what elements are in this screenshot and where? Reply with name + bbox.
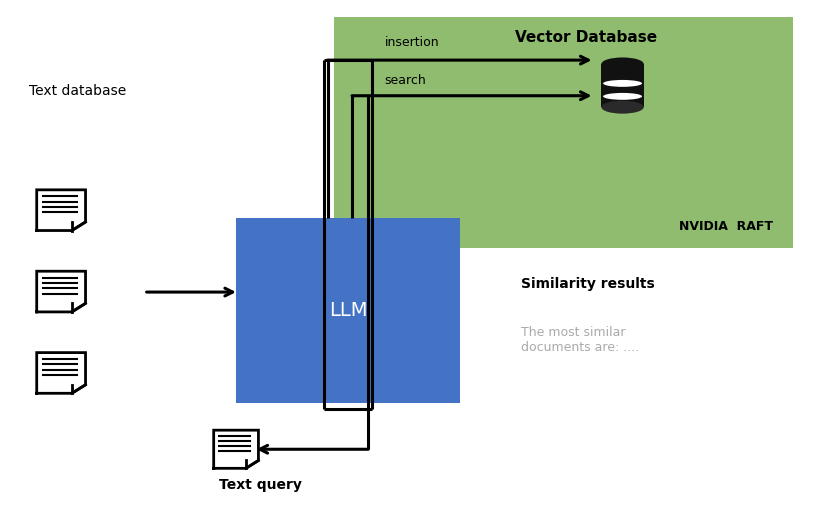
Text: search: search <box>385 73 427 86</box>
Text: Similarity results: Similarity results <box>521 277 654 291</box>
Polygon shape <box>37 190 85 231</box>
Polygon shape <box>37 271 85 312</box>
Polygon shape <box>214 430 258 468</box>
Text: Text query: Text query <box>219 478 302 492</box>
Text: Vector Database: Vector Database <box>515 29 658 44</box>
Text: insertion: insertion <box>385 36 439 49</box>
Text: The most similar
documents are: ....: The most similar documents are: .... <box>521 326 639 354</box>
Bar <box>602 64 644 107</box>
Ellipse shape <box>602 57 644 70</box>
Bar <box>236 218 459 403</box>
Polygon shape <box>37 353 85 393</box>
Ellipse shape <box>603 93 642 100</box>
Text: LLM: LLM <box>329 301 367 320</box>
Text: Text database: Text database <box>29 84 126 98</box>
Bar <box>334 17 793 248</box>
Ellipse shape <box>602 101 644 114</box>
Ellipse shape <box>603 80 642 87</box>
Text: NVIDIA  RAFT: NVIDIA RAFT <box>679 220 773 233</box>
